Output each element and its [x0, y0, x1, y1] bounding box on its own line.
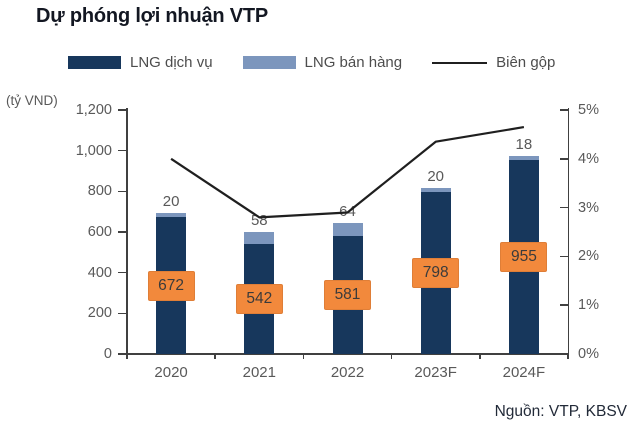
left-axis-tick	[118, 109, 127, 111]
legend-label: LNG dịch vụ	[130, 54, 213, 71]
bar-primary-value-label: 542	[235, 283, 283, 314]
right-axis-tick-label: 3%	[578, 199, 599, 216]
bar-secondary-value-label: 20	[162, 193, 180, 211]
legend-item-lng-ban-hang: LNG bán hàng	[242, 54, 403, 71]
bar-segment-secondary	[156, 213, 187, 218]
bar-primary-value-label: 581	[324, 279, 371, 310]
x-axis-tick	[479, 354, 481, 359]
right-axis-tick-label: 1%	[578, 297, 599, 314]
right-axis-tick	[560, 255, 568, 258]
left-axis-tick	[118, 190, 127, 193]
legend-label: LNG bán hàng	[304, 54, 403, 71]
left-axis-tick	[118, 271, 127, 274]
x-axis-tick	[390, 354, 393, 359]
left-axis-tick-label: 1,200	[75, 102, 112, 118]
steel-bar-swatch-icon	[242, 56, 296, 69]
x-axis-category-label: 2023F	[414, 364, 457, 381]
right-axis-tick-label: 0%	[578, 346, 599, 362]
left-axis-tick	[118, 149, 127, 152]
left-axis-tick-label: 200	[87, 305, 112, 322]
right-axis-line	[567, 108, 569, 355]
x-axis-category-label: 2022	[330, 364, 365, 381]
x-axis-category-label: 2020	[154, 364, 188, 381]
bar-secondary-value-label: 58	[250, 212, 268, 229]
right-axis-tick-label: 4%	[578, 150, 599, 167]
legend: LNG dịch vụ LNG bán hàng Biên gộp	[68, 54, 555, 71]
right-axis-tick	[560, 109, 568, 111]
bar-secondary-value-label: 20	[427, 167, 445, 185]
bar-primary-value-label: 955	[500, 241, 548, 272]
bar-segment-secondary	[244, 232, 275, 244]
chart-title: Dự phóng lợi nhuận VTP	[36, 5, 269, 27]
x-axis-tick	[302, 354, 305, 359]
legend-item-lng-dich-vu: LNG dịch vụ	[68, 54, 213, 71]
bar-primary-value-label: 672	[147, 270, 195, 301]
right-axis-tick	[560, 206, 568, 209]
x-axis-category-label: 2021	[242, 364, 276, 381]
left-axis-tick-label: 400	[87, 264, 112, 281]
legend-label: Biên gộp	[496, 54, 556, 71]
bar-segment-secondary	[420, 187, 451, 192]
legend-item-bien-gop: Biên gộp	[432, 54, 555, 71]
right-axis-tick	[560, 353, 568, 355]
right-axis-tick-label: 2%	[578, 248, 599, 265]
right-axis-tick	[560, 158, 568, 160]
x-axis-tick	[126, 354, 128, 359]
x-axis-tick	[567, 354, 569, 359]
source-note: Nguồn: VTP, KBSV	[494, 403, 627, 420]
x-axis-category-label: 2024F	[502, 364, 546, 381]
left-axis-tick-label: 800	[87, 183, 112, 200]
left-axis-tick-label: 0	[103, 346, 112, 362]
right-axis-tick-label: 5%	[578, 102, 599, 118]
bar-primary-value-label: 798	[412, 257, 460, 288]
left-axis-unit-label: (tỷ VND)	[6, 93, 58, 108]
navy-bar-swatch-icon	[68, 56, 121, 69]
left-axis-tick-label: 1,000	[75, 142, 112, 159]
right-axis-tick	[560, 304, 568, 306]
bar-segment-secondary	[508, 156, 539, 160]
left-axis-tick	[118, 353, 127, 355]
left-axis-tick	[118, 231, 127, 233]
bar-secondary-value-label: 18	[515, 136, 533, 154]
bar-secondary-value-label: 64	[339, 202, 356, 220]
left-axis-tick-label: 600	[87, 224, 112, 240]
x-axis-tick	[214, 354, 216, 359]
bar-segment-secondary	[332, 222, 363, 236]
line-swatch-icon	[432, 61, 488, 64]
left-axis-tick	[118, 312, 127, 315]
